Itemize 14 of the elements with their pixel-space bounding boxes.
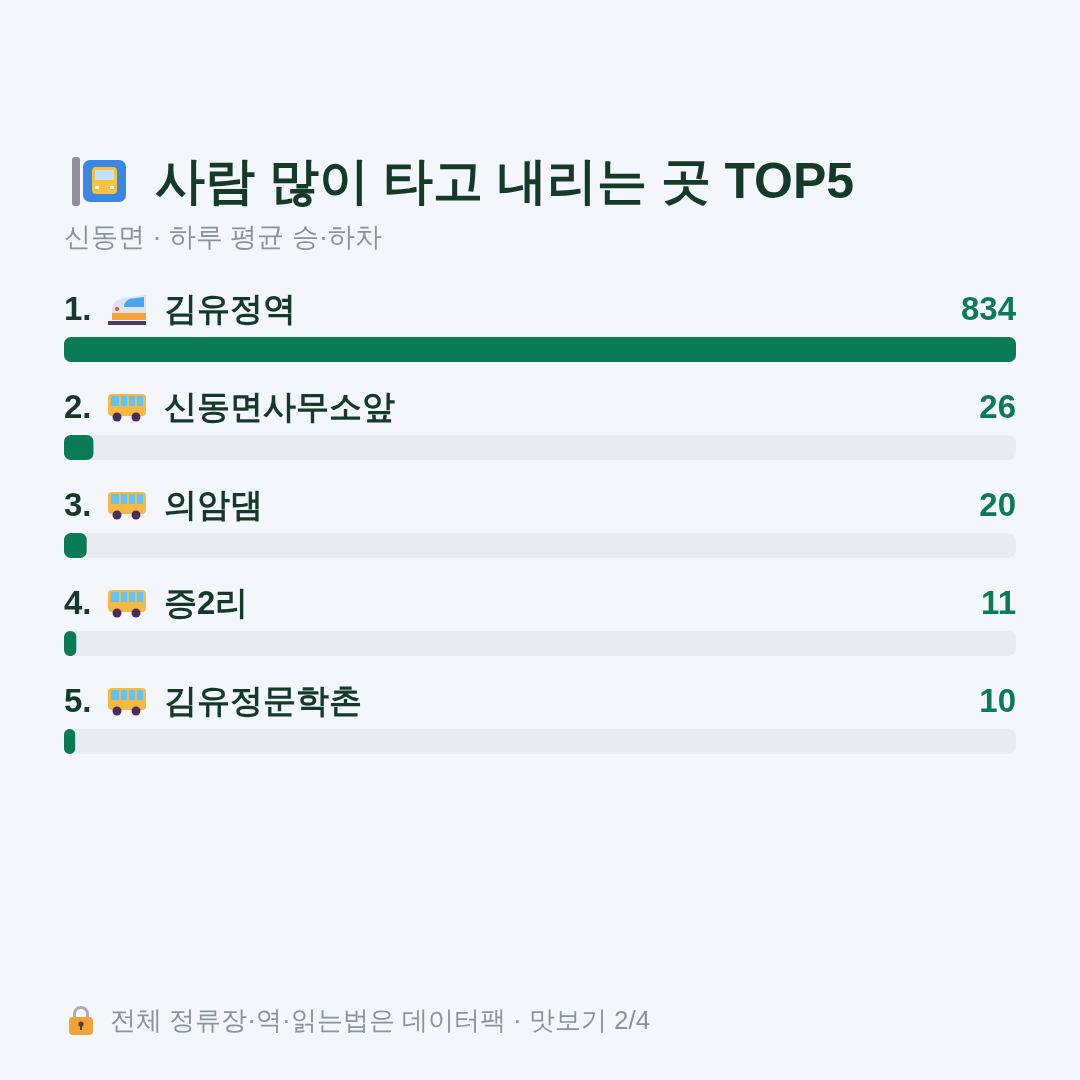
category-label: 2. 신동면사무소앞 (64, 388, 395, 425)
chart-subtitle: 신동면 · 하루 평균 승·하차 (64, 221, 382, 254)
text: 전체 정류장·역·읽는법은 데이터팩 · 맛보기 2/4 (110, 1004, 651, 1037)
category-label: 3. 의암댐 (64, 486, 263, 523)
category-label: 4. 증2리 (64, 584, 249, 621)
data-label: 834 (960, 290, 1017, 327)
chart-title: 사람 많이 타고 내리는 곳 TOP5 (155, 152, 855, 211)
category-label: 1. 김유정역 (64, 290, 296, 327)
data-label: 11 (981, 584, 1016, 621)
data-label: 26 (979, 388, 1016, 425)
data-label: 10 (979, 682, 1016, 719)
data-label: 20 (979, 486, 1016, 523)
category-label: 5. 김유정문학촌 (64, 682, 362, 719)
bar (64, 435, 94, 460)
